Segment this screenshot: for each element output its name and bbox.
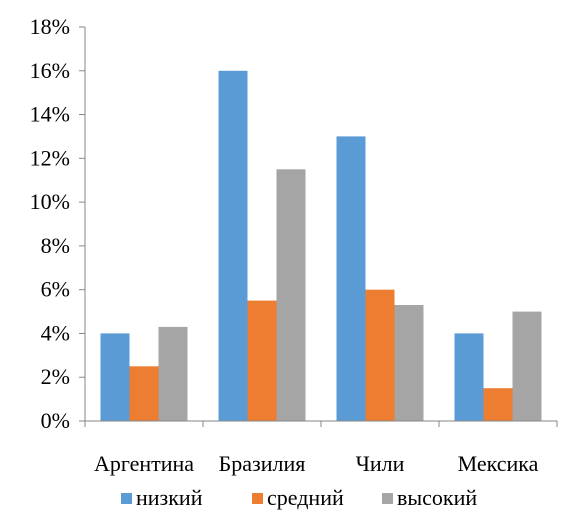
- bar-низкий-Чили: [336, 136, 366, 421]
- legend-swatch: [252, 493, 263, 504]
- y-tick-label: 16%: [30, 58, 70, 83]
- x-tick-label: Мексика: [458, 451, 539, 476]
- y-tick-label: 0%: [41, 408, 70, 433]
- legend-swatch: [121, 493, 132, 504]
- y-tick-label: 12%: [30, 145, 70, 170]
- bars-group: [100, 70, 542, 422]
- legend: низкий средний высокий: [121, 485, 477, 510]
- y-tick-label: 4%: [41, 320, 70, 345]
- y-tick-label: 6%: [41, 277, 70, 302]
- bar-низкий-Бразилия: [218, 70, 248, 422]
- bar-высокий-Аргентина: [158, 326, 188, 421]
- axes-group: [79, 26, 558, 427]
- x-tick-label: Чили: [356, 451, 405, 476]
- legend-label: высокий: [397, 485, 477, 510]
- x-tick-label: Аргентина: [94, 451, 194, 476]
- y-tick-label: 10%: [30, 189, 70, 214]
- legend-label: низкий: [136, 485, 203, 510]
- bar-средний-Аргентина: [129, 366, 159, 421]
- legend-label: средний: [267, 485, 344, 510]
- legend-swatch: [382, 493, 393, 504]
- y-tick-label: 14%: [30, 102, 70, 127]
- bar-средний-Мексика: [483, 388, 513, 421]
- bar-высокий-Бразилия: [276, 169, 306, 421]
- bar-средний-Бразилия: [247, 300, 277, 421]
- bar-высокий-Мексика: [512, 311, 542, 421]
- bar-низкий-Аргентина: [100, 333, 130, 421]
- y-axis-tick-labels: 0% 2% 4% 6% 8% 10% 12% 14% 16% 18%: [30, 14, 70, 433]
- bar-средний-Чили: [365, 289, 395, 421]
- y-tick-label: 18%: [30, 14, 70, 39]
- bar-низкий-Мексика: [454, 333, 484, 421]
- bar-высокий-Чили: [394, 305, 424, 421]
- x-tick-label: Бразилия: [219, 451, 306, 476]
- y-tick-label: 8%: [41, 233, 70, 258]
- y-tick-label: 2%: [41, 364, 70, 389]
- x-axis-tick-labels: Аргентина Бразилия Чили Мексика: [94, 451, 539, 476]
